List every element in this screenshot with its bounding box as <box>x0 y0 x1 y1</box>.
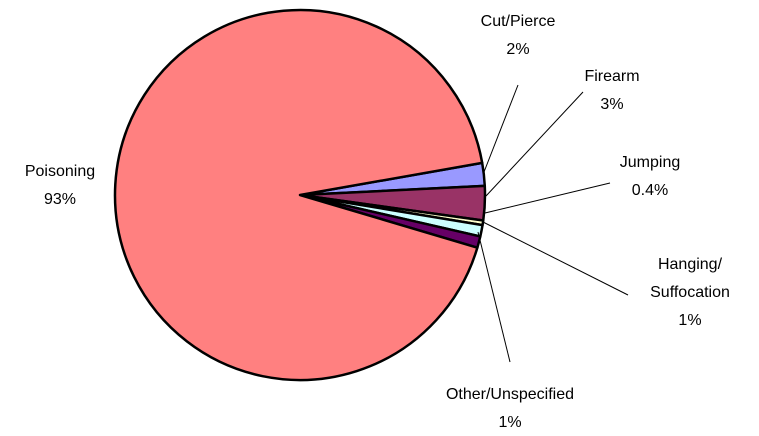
category-label: Other/Unspecified <box>445 386 575 403</box>
value-label: 3% <box>600 96 624 113</box>
leader-line <box>483 84 519 173</box>
slice-label: Firearm 3% <box>584 63 639 119</box>
slice-label: Hanging/ Suffocation 1% <box>650 251 730 335</box>
slice-label: Cut/Pierce 2% <box>481 8 556 64</box>
leader-line <box>485 91 584 197</box>
leader-line <box>477 231 511 363</box>
value-label: 1% <box>498 414 522 431</box>
slice-label: Other/Unspecified 1% <box>446 381 574 436</box>
value-label: 93% <box>43 191 77 208</box>
value-label: 2% <box>506 41 530 58</box>
value-label: 0.4% <box>631 182 669 199</box>
category-label: Hanging/ Suffocation <box>650 256 730 301</box>
category-label: Jumping <box>619 154 681 171</box>
category-label: Poisoning <box>24 163 96 180</box>
pie-slice <box>113 8 484 382</box>
slice-label: Poisoning 93% <box>25 158 95 214</box>
category-label: Firearm <box>584 68 640 85</box>
value-label: 1% <box>678 312 702 329</box>
leader-line <box>482 221 629 296</box>
category-label: Cut/Pierce <box>480 13 556 30</box>
leader-line <box>484 182 611 214</box>
slice-label: Jumping 0.4% <box>620 149 680 205</box>
